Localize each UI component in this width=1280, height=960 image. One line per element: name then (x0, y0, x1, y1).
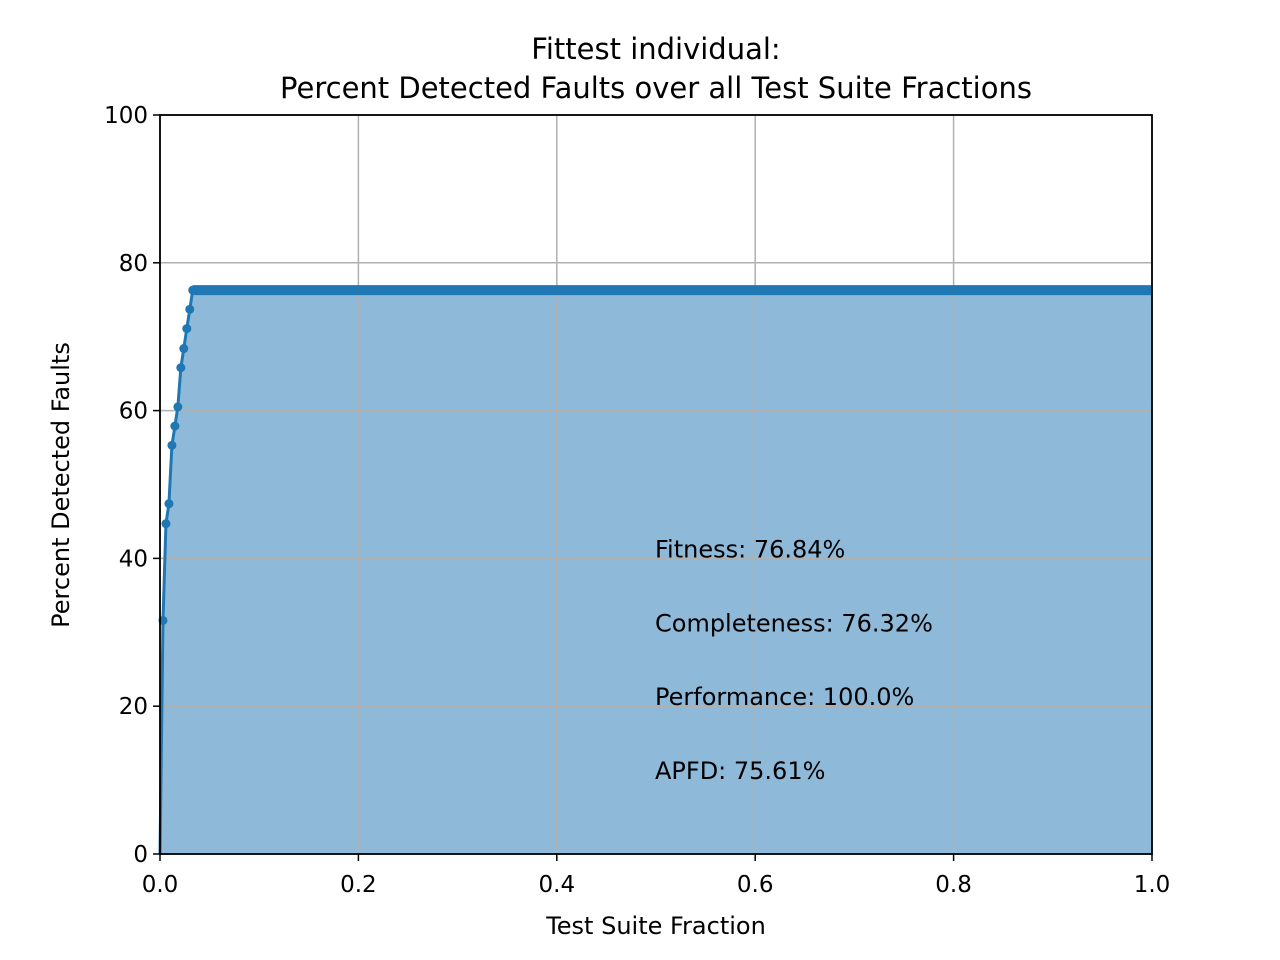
y-tick-label-0: 0 (133, 842, 148, 868)
annotation-1: Completeness: 76.32% (655, 609, 933, 637)
annotation-0: Fitness: 76.84% (655, 535, 845, 563)
annotation-2: Performance: 100.0% (655, 683, 914, 711)
data-point-7 (176, 363, 186, 373)
chart-title-line-1: Fittest individual: (531, 32, 780, 66)
x-tick-label-4: 0.8 (935, 872, 972, 898)
y-tick-label-1: 20 (119, 694, 148, 720)
x-tick-label-5: 1.0 (1134, 872, 1171, 898)
data-point-8 (179, 344, 189, 354)
data-point-11 (188, 285, 198, 295)
x-tick-label-1: 0.2 (340, 872, 377, 898)
x-axis-label: Test Suite Fraction (545, 912, 766, 940)
y-tick-label-2: 40 (119, 546, 148, 572)
data-point-4 (167, 440, 177, 450)
data-point-10 (185, 304, 195, 314)
plot-area: 0.0 0.2 0.4 0.6 0.8 1.0 0 20 40 60 80 100 Fitness: 7… (104, 103, 1170, 898)
y-tick-label-4: 80 (119, 251, 148, 277)
annotation-3: APFD: 75.61% (655, 757, 825, 785)
y-tick-label-3: 60 (119, 399, 148, 425)
x-tick-label-0: 0.0 (142, 872, 179, 898)
x-tick-label-2: 0.4 (539, 872, 576, 898)
chart-title-line-2: Percent Detected Faults over all Test Su… (280, 71, 1032, 105)
data-point-6 (173, 402, 183, 412)
axes-frame (159, 114, 1153, 855)
x-tick-label-3: 0.6 (737, 872, 774, 898)
y-tick-label-5: 100 (104, 103, 148, 129)
area-fill (160, 290, 1152, 854)
data-point-3 (164, 499, 174, 509)
data-point-2 (161, 519, 171, 529)
y-axis-label: Percent Detected Faults (47, 342, 75, 628)
data-point-5 (170, 421, 180, 431)
data-point-9 (182, 324, 192, 334)
